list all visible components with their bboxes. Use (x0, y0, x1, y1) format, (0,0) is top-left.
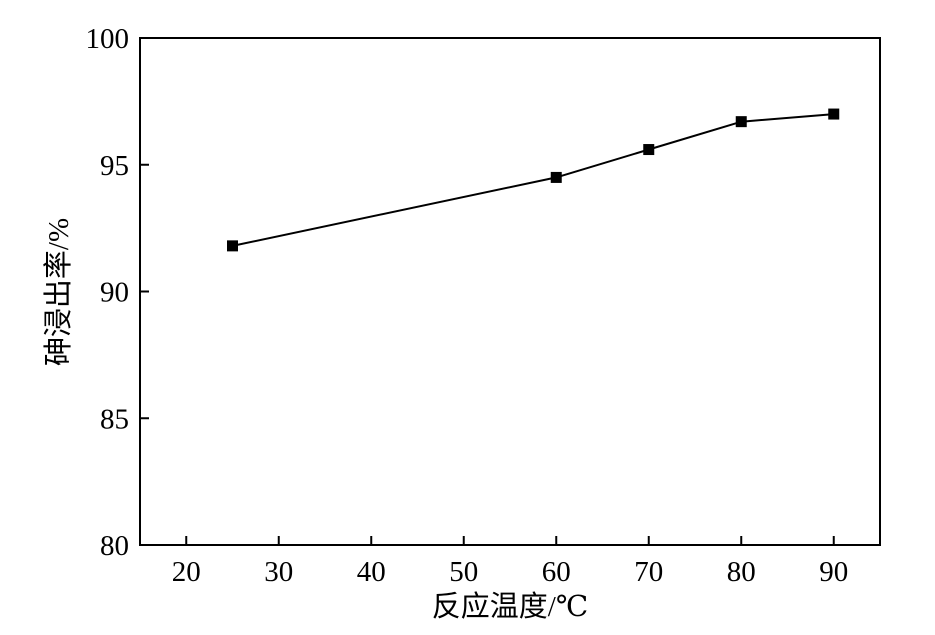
data-point-marker (735, 116, 747, 128)
x-tick-label: 50 (449, 556, 478, 588)
x-tick-label: 40 (357, 556, 386, 588)
x-tick-label: 30 (264, 556, 293, 588)
data-point-marker (227, 240, 238, 252)
x-tick-label: 70 (634, 556, 663, 588)
y-tick-label: 85 (100, 403, 129, 435)
series-line (232, 113, 834, 247)
y-axis-ticks: 80 85 90 95 100 (86, 23, 149, 562)
y-tick-label: 100 (86, 23, 130, 55)
x-tick-label: 60 (542, 556, 571, 588)
x-axis-title: 反应温度/℃ (432, 590, 589, 623)
x-axis-ticks: 20 30 40 50 60 70 80 90 (172, 536, 848, 588)
y-tick-label: 95 (100, 150, 129, 182)
y-tick-label: 80 (100, 530, 129, 562)
data-point-marker (828, 108, 840, 120)
x-tick-label: 20 (172, 556, 201, 588)
data-point-marker (643, 144, 655, 156)
plot-frame (139, 37, 881, 546)
x-tick-label: 80 (727, 556, 756, 588)
data-point-marker (550, 171, 562, 183)
x-tick-label: 90 (819, 556, 848, 588)
series-layer (227, 108, 840, 252)
y-tick-label: 90 (100, 277, 129, 309)
y-axis-title: 砷浸出率/% (42, 218, 75, 366)
